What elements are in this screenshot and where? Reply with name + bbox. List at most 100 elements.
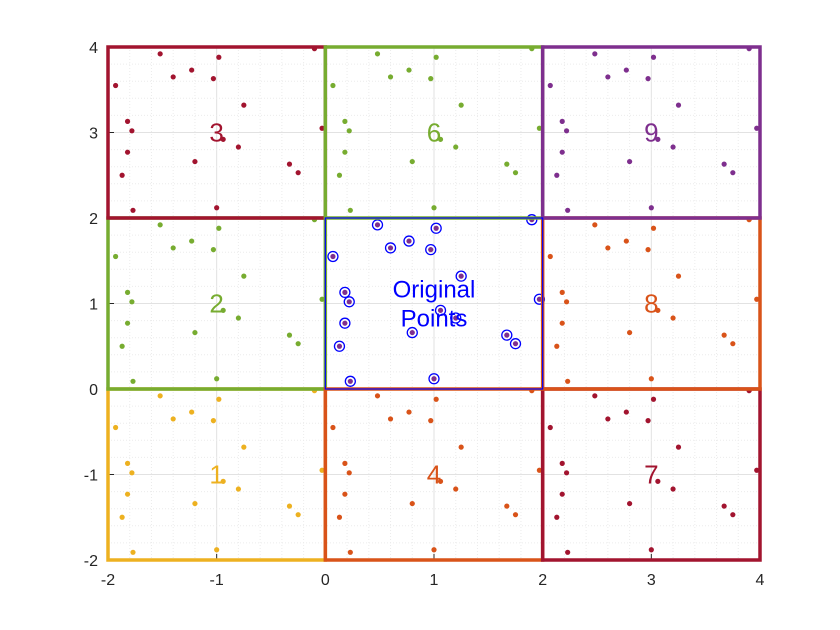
region-6-point: [406, 67, 412, 73]
region-6-point: [512, 170, 519, 176]
region-8-point: [559, 320, 565, 326]
region-4-point: [406, 409, 412, 415]
y-tick-label: 3: [89, 126, 98, 143]
original-point-ring: [434, 304, 447, 316]
y-tick-label: 4: [89, 40, 98, 57]
region-7-point: [547, 424, 553, 431]
region-6-point: [428, 76, 434, 82]
region-3-point: [235, 144, 241, 150]
region-1-point: [286, 503, 293, 509]
region-2-point: [124, 320, 131, 326]
region-8-point: [547, 253, 553, 260]
region-1-point: [119, 514, 125, 520]
region-7-point: [645, 418, 651, 424]
region-2-point: [124, 289, 131, 295]
original-point: [342, 320, 348, 326]
original-point-ring: [343, 296, 355, 308]
y-tick-label: 1: [89, 297, 98, 314]
region-6-point: [453, 144, 459, 150]
original-point: [504, 332, 510, 338]
region-9-point: [605, 74, 611, 80]
original-point-ring: [339, 286, 351, 299]
region-9-point: [547, 82, 553, 89]
original-point-ring: [327, 250, 339, 263]
region-8-point: [670, 315, 676, 321]
region-2-point: [286, 332, 293, 338]
region-7-point: [627, 500, 633, 507]
region-6-point: [504, 161, 510, 167]
region-1-point: [124, 491, 131, 497]
region-1-point: [210, 418, 217, 424]
region-9-point: [554, 172, 560, 178]
region-2-point: [119, 343, 125, 349]
region-2-point: [157, 222, 163, 228]
region-1-label: 1: [209, 460, 223, 490]
region-7-point: [675, 444, 682, 450]
region-3-point: [113, 82, 119, 89]
region-8-label: 8: [644, 289, 658, 319]
region-6-point: [346, 128, 352, 134]
region-4-point: [374, 393, 381, 399]
region-9-point: [563, 128, 570, 134]
region-8-point: [623, 238, 629, 244]
original-points-label: Original: [393, 277, 476, 304]
region-4-point: [431, 547, 437, 553]
region-1-point: [295, 512, 301, 518]
region-7-point: [623, 409, 629, 415]
region-8-point: [565, 378, 571, 384]
region-6-point: [431, 205, 437, 211]
x-tick-label: 3: [647, 572, 656, 589]
region-8-point: [605, 245, 611, 251]
region-4-point: [347, 549, 353, 555]
original-point: [458, 273, 464, 279]
region-4-label: 4: [427, 460, 441, 490]
original-point-ring: [455, 270, 467, 282]
original-point: [330, 253, 336, 260]
original-point-ring: [501, 329, 513, 341]
region-4-point: [330, 424, 336, 431]
original-point-ring: [509, 338, 522, 350]
region-1-point: [192, 500, 198, 507]
region-9-point: [754, 125, 760, 131]
region-6-point: [387, 74, 394, 80]
region-2-point: [129, 299, 135, 305]
region-1-point: [214, 547, 220, 553]
original-point: [346, 299, 352, 305]
original-point-ring: [425, 243, 437, 256]
region-7-point: [554, 514, 560, 520]
original-point: [409, 329, 415, 336]
region-6-label: 6: [427, 118, 441, 148]
region-2-point: [130, 378, 136, 384]
region-3-point: [119, 172, 125, 178]
region-3-point: [189, 67, 195, 73]
y-tick-label: 0: [89, 382, 98, 399]
original-point: [428, 247, 434, 253]
region-3-point: [124, 149, 131, 155]
region-4-point: [336, 514, 343, 520]
region-9-point: [655, 136, 661, 142]
region-1-point: [241, 444, 247, 450]
region-7-point: [655, 478, 661, 484]
original-point-ring: [430, 222, 442, 234]
region-1-point: [319, 467, 325, 473]
region-9-point: [592, 51, 598, 57]
x-tick-label: 2: [538, 572, 547, 589]
region-8-point: [627, 329, 633, 336]
region-1-point: [124, 460, 131, 466]
region-9-label: 9: [644, 118, 658, 148]
original-point: [536, 296, 543, 302]
region-9-point: [627, 158, 633, 165]
original-point-ring: [339, 317, 351, 329]
region-2-point: [113, 253, 119, 260]
region-2-point: [319, 296, 325, 302]
region-4-point: [453, 486, 459, 492]
region-4-point: [409, 500, 415, 507]
region-6-point: [374, 51, 381, 57]
region-4-point: [346, 470, 352, 476]
region-4-point: [342, 460, 348, 466]
region-8-point: [563, 299, 570, 305]
original-point: [387, 245, 394, 251]
region-9-point: [730, 170, 736, 176]
region-8-point: [730, 341, 736, 347]
region-2-point: [235, 315, 241, 321]
